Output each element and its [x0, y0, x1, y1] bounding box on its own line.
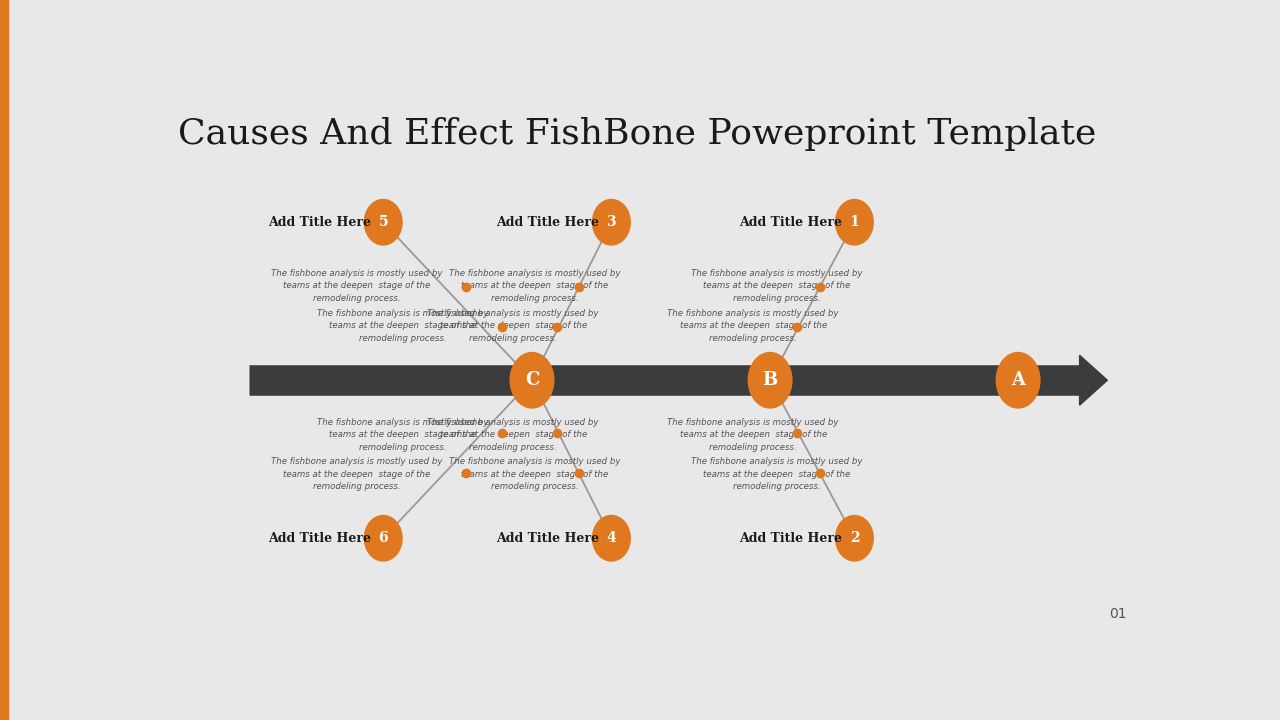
Text: 2: 2	[850, 531, 859, 545]
Text: Add Title Here: Add Title Here	[269, 532, 371, 545]
Text: The fishbone analysis is mostly used by
teams at the deepen  stage of the
remode: The fishbone analysis is mostly used by …	[270, 269, 442, 303]
Text: 4: 4	[607, 531, 616, 545]
Text: The fishbone analysis is mostly used by
teams at the deepen  stage of the
remode: The fishbone analysis is mostly used by …	[667, 418, 838, 451]
Text: The fishbone analysis is mostly used by
teams at the deepen  stage of the
remode: The fishbone analysis is mostly used by …	[667, 309, 838, 343]
Text: The fishbone analysis is mostly used by
teams at the deepen  stage of the
remode: The fishbone analysis is mostly used by …	[691, 269, 863, 303]
Ellipse shape	[365, 199, 402, 245]
Text: The fishbone analysis is mostly used by
teams at the deepen  stage of the
remode: The fishbone analysis is mostly used by …	[691, 457, 863, 492]
Ellipse shape	[836, 199, 873, 245]
Text: A: A	[1011, 372, 1025, 390]
Text: The fishbone analysis is mostly used by
teams at the deepen  stage of the
remode: The fishbone analysis is mostly used by …	[317, 418, 489, 451]
Ellipse shape	[593, 199, 630, 245]
Text: The fishbone analysis is mostly used by
teams at the deepen  stage of the
remode: The fishbone analysis is mostly used by …	[449, 457, 621, 492]
Text: 3: 3	[607, 215, 616, 229]
Ellipse shape	[365, 516, 402, 561]
Text: 6: 6	[379, 531, 388, 545]
Ellipse shape	[511, 353, 554, 408]
Text: C: C	[525, 372, 539, 390]
Text: The fishbone analysis is mostly used by
teams at the deepen  stage of the
remode: The fishbone analysis is mostly used by …	[428, 309, 599, 343]
Text: 1: 1	[850, 215, 859, 229]
Text: 01: 01	[1110, 608, 1128, 621]
Ellipse shape	[749, 353, 792, 408]
Ellipse shape	[836, 516, 873, 561]
Text: Add Title Here: Add Title Here	[497, 216, 599, 229]
Polygon shape	[1079, 355, 1107, 405]
Text: B: B	[763, 372, 778, 390]
Text: 5: 5	[379, 215, 388, 229]
Text: Add Title Here: Add Title Here	[269, 216, 371, 229]
Ellipse shape	[996, 353, 1039, 408]
Text: Add Title Here: Add Title Here	[497, 532, 599, 545]
Ellipse shape	[593, 516, 630, 561]
Text: Add Title Here: Add Title Here	[740, 216, 842, 229]
Text: Causes And Effect FishBone Poweproint Template: Causes And Effect FishBone Poweproint Te…	[178, 117, 1096, 150]
Text: Add Title Here: Add Title Here	[740, 532, 842, 545]
Text: The fishbone analysis is mostly used by
teams at the deepen  stage of the
remode: The fishbone analysis is mostly used by …	[428, 418, 599, 451]
Text: The fishbone analysis is mostly used by
teams at the deepen  stage of the
remode: The fishbone analysis is mostly used by …	[449, 269, 621, 303]
Text: The fishbone analysis is mostly used by
teams at the deepen  stage of the
remode: The fishbone analysis is mostly used by …	[317, 309, 489, 343]
Text: The fishbone analysis is mostly used by
teams at the deepen  stage of the
remode: The fishbone analysis is mostly used by …	[270, 457, 442, 492]
